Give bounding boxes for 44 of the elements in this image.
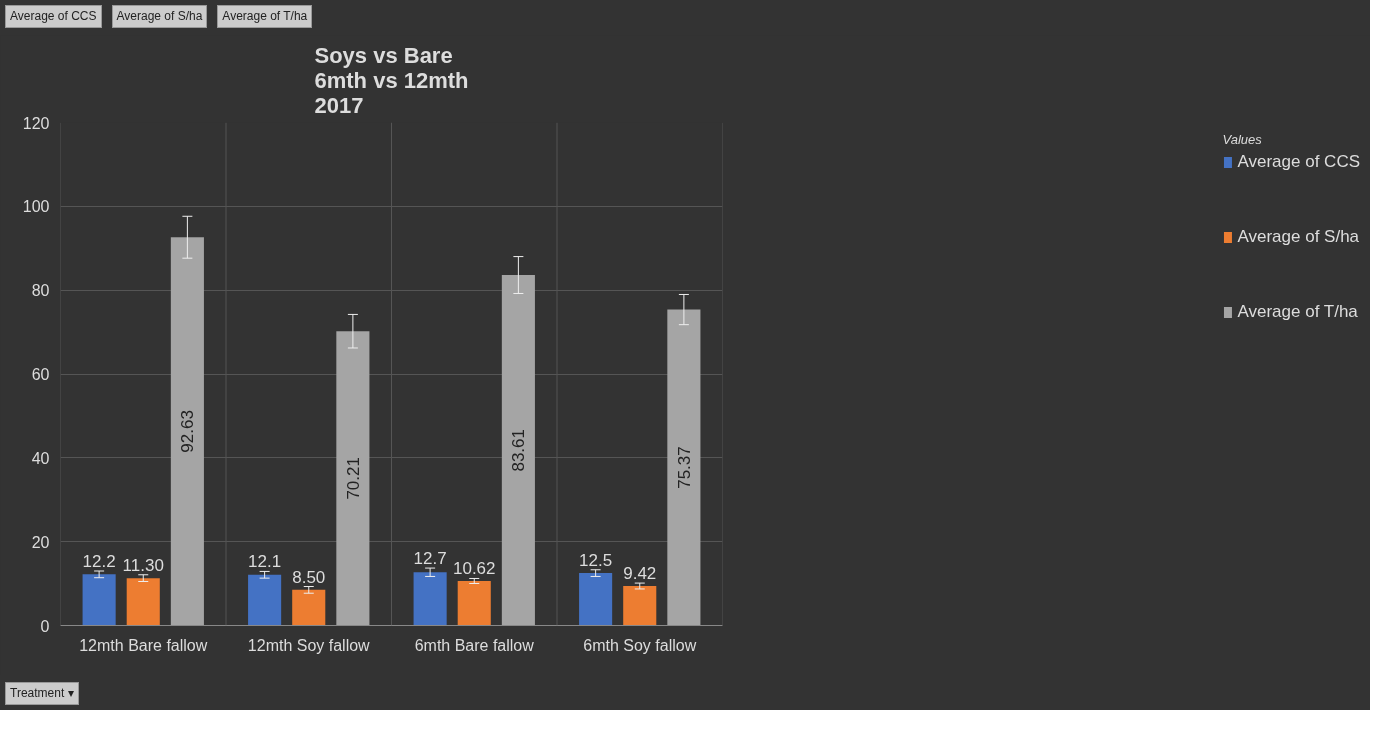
legend-label: Average of S/ha xyxy=(1237,227,1360,248)
data-label: 9.42 xyxy=(623,564,657,584)
y-tick-label: 100 xyxy=(22,198,50,216)
y-tick-label: 40 xyxy=(31,449,50,467)
data-label: 11.30 xyxy=(122,555,164,575)
bar xyxy=(336,331,370,626)
y-tick-label: 20 xyxy=(31,533,50,551)
bar xyxy=(82,574,116,626)
data-label: 12.1 xyxy=(248,552,282,572)
x-tick-label: 6mth Bare fallow xyxy=(414,636,535,654)
data-label: 8.50 xyxy=(292,567,326,587)
chart-title: Soys vs Bare 6mth vs 12mth 2017 xyxy=(314,42,469,118)
bar xyxy=(292,590,326,626)
bar xyxy=(413,572,447,626)
data-label: 12.5 xyxy=(579,550,613,570)
bar xyxy=(501,275,535,626)
data-label: 92.63 xyxy=(178,410,198,453)
data-label: 83.61 xyxy=(509,429,529,472)
y-tick-label: 60 xyxy=(31,366,50,384)
legend-title: Values xyxy=(1222,132,1263,148)
text: Treatment ▾ xyxy=(10,685,74,703)
x-tick-label: 12mth Soy fallow xyxy=(247,636,371,654)
data-label: 10.62 xyxy=(452,559,496,579)
legend-label: Average of CCS xyxy=(1237,152,1360,173)
bar xyxy=(623,586,657,626)
text: Average of CCS xyxy=(10,8,97,25)
y-tick-label: 0 xyxy=(40,617,50,635)
y-tick-label: 80 xyxy=(31,282,50,300)
x-tick-label: 12mth Bare fallow xyxy=(79,636,208,654)
bar xyxy=(579,573,613,626)
text: Average of S/ha xyxy=(116,8,203,25)
data-label: 75.37 xyxy=(674,446,694,489)
y-tick-label: 120 xyxy=(22,114,50,132)
bar xyxy=(667,309,701,626)
x-tick-label: 6mth Soy fallow xyxy=(583,636,697,654)
bar xyxy=(170,237,204,626)
legend-label: Average of T/ha xyxy=(1237,302,1358,323)
text: Average of T/ha xyxy=(222,8,308,25)
bar xyxy=(126,578,160,626)
data-label: 70.21 xyxy=(343,457,363,500)
data-label: 12.7 xyxy=(413,549,447,569)
data-label: 12.2 xyxy=(82,552,116,572)
bar xyxy=(457,581,491,626)
bar xyxy=(248,574,282,626)
